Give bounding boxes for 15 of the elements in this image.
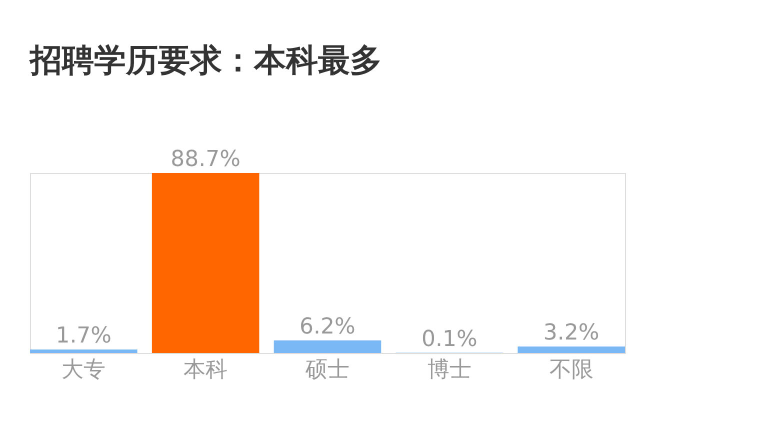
data-label: 1.7% bbox=[56, 324, 112, 349]
bar bbox=[274, 340, 382, 353]
data-label: 6.2% bbox=[300, 314, 356, 340]
x-tick-label: 硕士 bbox=[304, 358, 350, 382]
data-label: 3.2% bbox=[543, 320, 600, 346]
bar bbox=[152, 173, 260, 353]
bar bbox=[518, 346, 625, 353]
x-tick-label: 大专 bbox=[62, 358, 106, 382]
x-tick-label: 本科 bbox=[184, 358, 228, 382]
bar bbox=[30, 350, 138, 353]
data-label: 0.1% bbox=[421, 326, 478, 352]
x-tick-label: 不限 bbox=[549, 358, 594, 382]
data-label: 88.7% bbox=[170, 147, 241, 172]
x-tick-label: 博士 bbox=[427, 358, 472, 382]
chart-title: 招聘学历要求：本科最多 bbox=[29, 41, 382, 79]
